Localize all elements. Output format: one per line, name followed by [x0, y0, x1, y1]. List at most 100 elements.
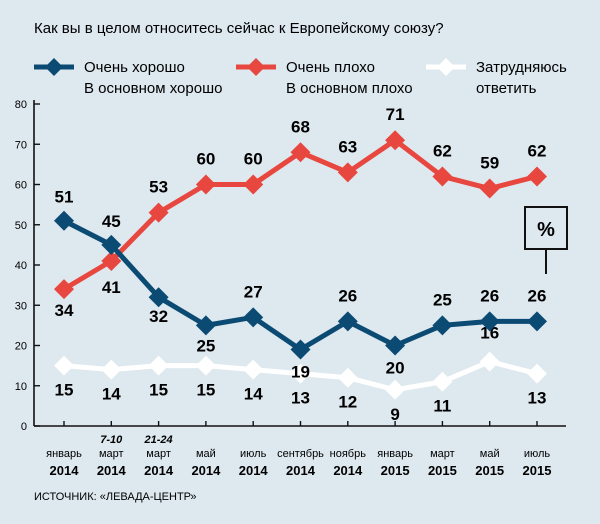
data-point [385, 130, 406, 151]
data-label: 71 [386, 105, 405, 124]
x-tick-year: 2015 [381, 463, 410, 478]
data-point [527, 363, 547, 384]
data-label: 60 [244, 150, 263, 169]
y-tick-label: 30 [15, 300, 27, 312]
data-label: 26 [338, 286, 357, 305]
legend-label: Очень плохо [286, 59, 375, 76]
data-point [243, 359, 264, 380]
data-point [337, 311, 358, 332]
data-point [385, 379, 406, 400]
series-line [61, 137, 540, 292]
data-point [243, 307, 264, 328]
data-point [54, 210, 74, 231]
plot-area: 15 14 15 15 14 13 12 9 11 16 13 34 41 53 60 60 68 63 71 62 5… [54, 105, 547, 424]
x-tick-year: 2015 [428, 463, 457, 478]
legend-label: ответить [476, 80, 537, 97]
x-tick-label: май [480, 448, 500, 460]
x-tick-label: март [99, 448, 124, 460]
legend-swatch-marker [45, 58, 63, 76]
data-label: 26 [480, 286, 499, 305]
data-point [195, 315, 216, 336]
legend-label: Очень хорошо [84, 59, 185, 76]
data-point [290, 339, 311, 360]
x-tick-label: сентябрь [277, 448, 324, 460]
data-point [54, 355, 74, 376]
data-label: 68 [291, 117, 310, 136]
data-label: 11 [433, 397, 451, 416]
x-tick-year: 2014 [144, 463, 174, 478]
data-label: 59 [480, 154, 499, 173]
unit-box: % [524, 206, 568, 274]
data-label: 26 [528, 286, 547, 305]
x-tick-year: 2014 [97, 463, 127, 478]
data-label: 14 [244, 385, 263, 404]
data-label: 25 [196, 336, 215, 355]
data-point [148, 287, 169, 308]
y-tick-label: 0 [21, 421, 27, 433]
x-tick-year: 2014 [191, 463, 221, 478]
x-tick-label: январь [46, 448, 82, 460]
x-tick-year: 2014 [239, 463, 269, 478]
data-label: 15 [55, 381, 74, 400]
x-tick-label: март [146, 448, 171, 460]
data-point [432, 166, 453, 187]
data-label: 14 [102, 385, 121, 404]
data-point [527, 166, 547, 187]
y-tick-label: 50 [15, 220, 27, 232]
x-tick-label: июль [524, 448, 551, 460]
data-label: 13 [291, 389, 310, 408]
legend-label: В основном плохо [286, 80, 413, 97]
x-tick-year: 2014 [50, 463, 80, 478]
data-point [432, 315, 453, 336]
data-point [148, 355, 169, 376]
x-tick-year: 2015 [523, 463, 552, 478]
data-point [479, 311, 500, 332]
x-tick-label: март [430, 448, 455, 460]
data-point [385, 335, 406, 356]
source-note: ИСТОЧНИК: «ЛЕВАДА-ЦЕНТР» [34, 491, 197, 503]
data-label: 9 [390, 405, 399, 424]
series-2: 34 41 53 60 60 68 63 71 62 59 62 [54, 105, 547, 320]
x-tick-sublabel: 7-10 [100, 434, 123, 446]
data-label: 34 [55, 301, 74, 320]
data-label: 15 [196, 381, 215, 400]
y-tick-label: 10 [15, 381, 27, 393]
data-point [290, 363, 311, 384]
data-label: 12 [338, 393, 357, 412]
legend-label: В основном хорошо [84, 80, 222, 97]
y-tick-label: 60 [15, 180, 27, 192]
y-axis: 01020304050607080январь20147-10март20142… [15, 99, 566, 478]
data-label: 62 [528, 141, 547, 160]
x-tick-year: 2015 [475, 463, 504, 478]
data-point [479, 351, 500, 372]
y-tick-label: 20 [15, 341, 27, 353]
data-label: 19 [291, 363, 310, 382]
x-tick-year: 2014 [286, 463, 316, 478]
chart-title: Как вы в целом относитесь сейчас к Европ… [34, 20, 444, 37]
y-tick-label: 40 [15, 260, 27, 272]
x-tick-label: май [196, 448, 216, 460]
data-point [101, 359, 122, 380]
data-label: 25 [433, 290, 452, 309]
data-label: 45 [102, 212, 121, 231]
legend-swatch-marker [437, 58, 455, 76]
data-point [337, 162, 358, 183]
data-label: 27 [244, 282, 263, 301]
data-label: 51 [55, 188, 74, 207]
data-point [479, 178, 500, 199]
data-label: 16 [480, 324, 499, 343]
x-tick-label: ноябрь [330, 448, 367, 460]
data-point [148, 202, 169, 223]
data-point [54, 279, 74, 300]
unit-label: % [537, 219, 555, 241]
data-label: 62 [433, 141, 452, 160]
x-tick-year: 2014 [333, 463, 363, 478]
legend-swatch-marker [247, 58, 265, 76]
data-point [195, 174, 216, 195]
data-label: 41 [102, 278, 121, 297]
data-label: 63 [338, 137, 357, 156]
data-point [101, 250, 122, 271]
data-label: 15 [149, 381, 168, 400]
data-point [527, 311, 547, 332]
